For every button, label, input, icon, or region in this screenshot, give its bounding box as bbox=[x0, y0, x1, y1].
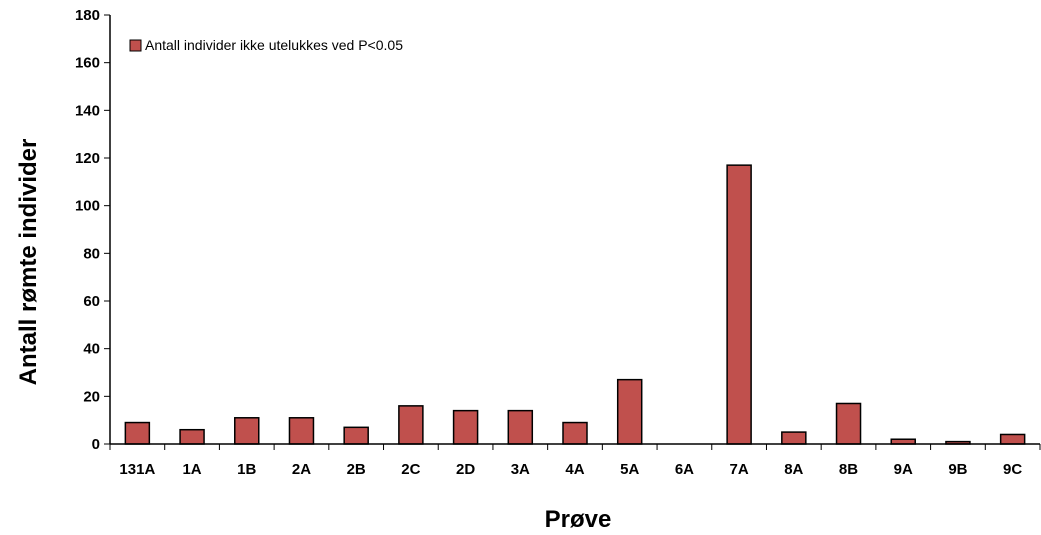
y-tick-label: 100 bbox=[75, 198, 100, 215]
bar-5a bbox=[616, 378, 643, 445]
x-tick-label: 8B bbox=[839, 461, 858, 478]
bar-131a bbox=[124, 421, 151, 445]
y-axis-title: Antall rømte individer bbox=[15, 139, 42, 386]
x-tick-label: 6A bbox=[675, 461, 694, 478]
x-tick-label: 5A bbox=[620, 461, 639, 478]
x-tick-label: 2D bbox=[456, 461, 475, 478]
bar-1a bbox=[179, 428, 205, 445]
legend: Antall individer ikke utelukkes ved P<0.… bbox=[129, 37, 403, 53]
bar-3a bbox=[507, 409, 534, 445]
x-tick-label: 1A bbox=[182, 461, 201, 478]
x-axis-title: Prøve bbox=[545, 506, 612, 533]
x-tick-label: 2A bbox=[292, 461, 311, 478]
bar-2b bbox=[343, 426, 369, 445]
x-tick-label: 9A bbox=[894, 461, 913, 478]
x-tick-label: 4A bbox=[565, 461, 584, 478]
y-tick-label: 120 bbox=[75, 150, 100, 167]
x-tick-label: 8A bbox=[784, 461, 803, 478]
y-tick-label: 160 bbox=[75, 55, 100, 72]
y-axis-ticks: 0 20 40 60 80 100 120 140 160 180 bbox=[75, 7, 110, 453]
y-tick-label: 0 bbox=[92, 436, 100, 453]
x-axis-ticks: 131A 1A 1B 2A 2B 2C 2D 3A 4A 5A 6A 7A 8A 8B 9A 9B 9C bbox=[109, 444, 1041, 478]
y-tick-label: 140 bbox=[75, 102, 100, 119]
x-tick-label: 3A bbox=[511, 461, 530, 478]
legend-swatch bbox=[129, 39, 142, 52]
x-tick-label: 7A bbox=[730, 461, 749, 478]
y-tick-label: 180 bbox=[75, 7, 100, 24]
y-tick-label: 80 bbox=[83, 245, 100, 262]
x-tick-label: 131A bbox=[119, 461, 155, 478]
bar-2d bbox=[452, 409, 479, 445]
bar-2a bbox=[288, 417, 315, 445]
y-tick-label: 40 bbox=[83, 341, 100, 358]
bar-1b bbox=[234, 417, 260, 445]
bar-4a bbox=[562, 421, 588, 445]
x-tick-label: 9B bbox=[948, 461, 967, 478]
bar-9c bbox=[999, 433, 1026, 445]
x-tick-label: 9C bbox=[1003, 461, 1022, 478]
x-tick-label: 2B bbox=[347, 461, 366, 478]
legend-label: Antall individer ikke utelukkes ved P<0.… bbox=[145, 37, 403, 53]
bars bbox=[124, 164, 1026, 445]
x-tick-label: 2C bbox=[401, 461, 420, 478]
y-tick-label: 20 bbox=[83, 388, 100, 405]
bar-2c bbox=[398, 405, 424, 445]
bar-7a bbox=[726, 164, 752, 445]
x-tick-label: 1B bbox=[237, 461, 256, 478]
bar-8b bbox=[835, 402, 862, 445]
bar-8a bbox=[781, 431, 807, 445]
y-tick-label: 60 bbox=[83, 293, 100, 310]
